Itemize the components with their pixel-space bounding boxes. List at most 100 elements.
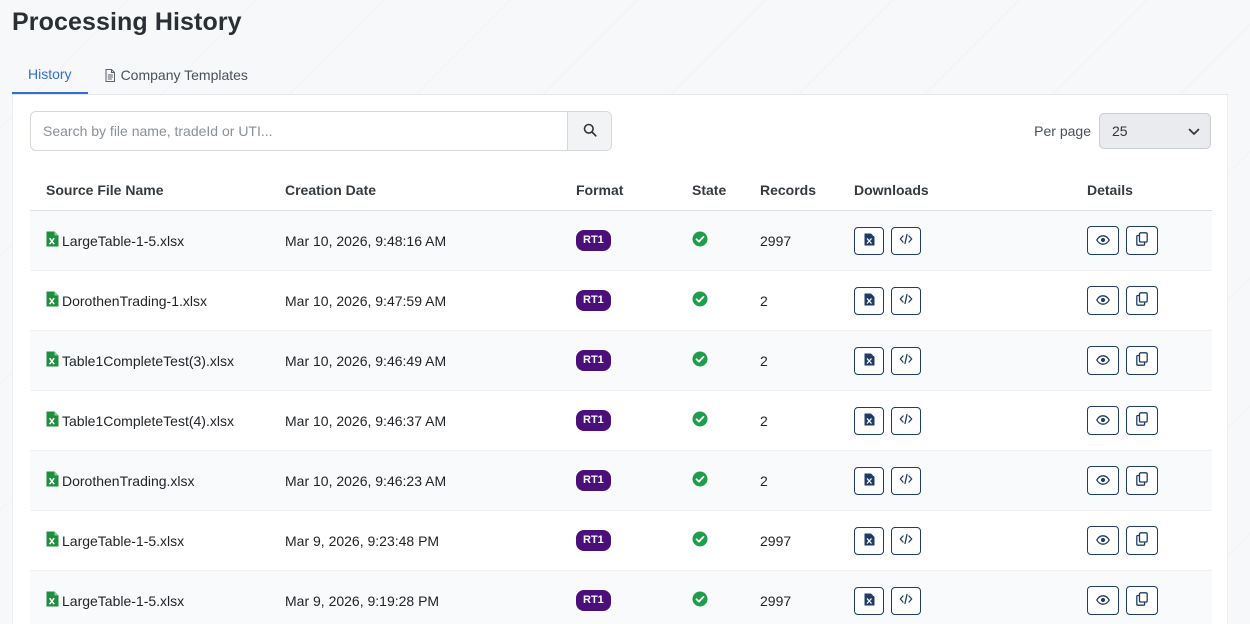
state-cell <box>676 270 744 331</box>
header-creation-date[interactable]: Creation Date <box>269 170 560 211</box>
search-input[interactable] <box>31 112 567 150</box>
excel-file-icon <box>46 531 59 550</box>
per-page-value: 25 <box>1112 123 1128 139</box>
eye-icon <box>1096 353 1110 368</box>
copy-button[interactable] <box>1125 406 1158 435</box>
header-state: State <box>676 170 744 211</box>
history-table: Source File Name Creation Date Format St… <box>30 170 1212 624</box>
details-cell <box>1071 570 1212 624</box>
file-name-cell: Table1CompleteTest(3).xlsx <box>30 330 269 391</box>
per-page-control: Per page 25 <box>1034 113 1211 149</box>
view-details-button[interactable] <box>1087 466 1119 495</box>
format-badge: RT1 <box>576 470 611 491</box>
view-details-button[interactable] <box>1087 586 1119 615</box>
check-circle-icon <box>692 291 708 310</box>
code-icon <box>899 533 913 548</box>
table-row: DorothenTrading-1.xlsx Mar 10, 2026, 9:4… <box>30 270 1212 331</box>
view-details-button[interactable] <box>1087 346 1119 375</box>
file-name: DorothenTrading-1.xlsx <box>62 292 207 309</box>
file-name-cell: Table1CompleteTest(4).xlsx <box>30 390 269 451</box>
download-xml-button[interactable] <box>890 526 921 555</box>
tab-history[interactable]: History <box>12 56 88 94</box>
file-name: LargeTable-1-5.xlsx <box>62 592 185 609</box>
eye-icon <box>1096 533 1110 548</box>
file-excel-icon <box>864 473 875 489</box>
view-details-button[interactable] <box>1087 526 1119 555</box>
download-excel-button[interactable] <box>854 406 884 435</box>
per-page-select[interactable]: 25 <box>1099 113 1211 149</box>
file-name-cell: DorothenTrading-1.xlsx <box>30 270 269 331</box>
excel-file-icon <box>46 411 59 430</box>
download-excel-button[interactable] <box>854 466 884 495</box>
creation-date: Mar 10, 2026, 9:46:37 AM <box>269 390 560 451</box>
file-name-cell: LargeTable-1-5.xlsx <box>30 210 269 271</box>
code-icon <box>899 593 913 608</box>
header-downloads: Downloads <box>838 170 1071 211</box>
details-cell <box>1071 510 1212 571</box>
header-details: Details <box>1071 170 1212 211</box>
copy-icon <box>1136 532 1148 549</box>
download-excel-button[interactable] <box>854 226 884 255</box>
file-name: Table1CompleteTest(3).xlsx <box>62 352 234 369</box>
format-cell: RT1 <box>560 210 676 271</box>
downloads-cell <box>838 450 1071 511</box>
copy-button[interactable] <box>1125 346 1158 375</box>
downloads-cell <box>838 510 1071 571</box>
check-circle-icon <box>692 591 708 610</box>
excel-file-icon <box>46 291 59 310</box>
copy-button[interactable] <box>1125 286 1158 315</box>
downloads-cell <box>838 570 1071 624</box>
format-badge: RT1 <box>576 230 611 251</box>
copy-button[interactable] <box>1125 526 1158 555</box>
file-excel-icon <box>864 353 875 369</box>
copy-icon <box>1136 232 1148 249</box>
download-xml-button[interactable] <box>890 286 921 315</box>
download-excel-button[interactable] <box>854 586 884 615</box>
creation-date: Mar 10, 2026, 9:47:59 AM <box>269 270 560 331</box>
download-xml-button[interactable] <box>890 406 921 435</box>
check-circle-icon <box>692 411 708 430</box>
copy-button[interactable] <box>1125 466 1158 495</box>
format-badge: RT1 <box>576 590 611 611</box>
state-cell <box>676 210 744 271</box>
copy-icon <box>1136 472 1148 489</box>
download-xml-button[interactable] <box>890 226 921 255</box>
excel-file-icon <box>46 471 59 490</box>
check-circle-icon <box>692 351 708 370</box>
code-icon <box>899 293 913 308</box>
details-cell <box>1071 330 1212 391</box>
view-details-button[interactable] <box>1087 286 1119 315</box>
table-row: Table1CompleteTest(4).xlsx Mar 10, 2026,… <box>30 390 1212 451</box>
code-icon <box>899 353 913 368</box>
copy-button[interactable] <box>1125 226 1158 255</box>
view-details-button[interactable] <box>1087 226 1119 255</box>
eye-icon <box>1096 233 1110 248</box>
download-excel-button[interactable] <box>854 346 884 375</box>
details-cell <box>1071 270 1212 331</box>
records-count: 2 <box>744 270 838 331</box>
eye-icon <box>1096 593 1110 608</box>
download-excel-button[interactable] <box>854 526 884 555</box>
download-xml-button[interactable] <box>890 466 921 495</box>
search-button[interactable] <box>567 112 611 150</box>
creation-date: Mar 9, 2026, 9:23:48 PM <box>269 510 560 571</box>
copy-button[interactable] <box>1125 586 1158 615</box>
table-row: DorothenTrading.xlsx Mar 10, 2026, 9:46:… <box>30 450 1212 511</box>
download-excel-button[interactable] <box>854 286 884 315</box>
download-xml-button[interactable] <box>890 586 921 615</box>
table-row: LargeTable-1-5.xlsx Mar 10, 2026, 9:48:1… <box>30 210 1212 271</box>
file-excel-icon <box>864 533 875 549</box>
code-icon <box>899 233 913 248</box>
header-records: Records <box>744 170 838 211</box>
download-xml-button[interactable] <box>890 346 921 375</box>
header-source-file[interactable]: Source File Name <box>30 170 269 211</box>
tab-company-templates[interactable]: Company Templates <box>88 56 264 94</box>
view-details-button[interactable] <box>1087 406 1119 435</box>
eye-icon <box>1096 413 1110 428</box>
downloads-cell <box>838 210 1071 271</box>
creation-date: Mar 10, 2026, 9:46:23 AM <box>269 450 560 511</box>
details-cell <box>1071 210 1212 271</box>
excel-file-icon <box>46 231 59 250</box>
details-cell <box>1071 390 1212 451</box>
file-name: Table1CompleteTest(4).xlsx <box>62 412 234 429</box>
